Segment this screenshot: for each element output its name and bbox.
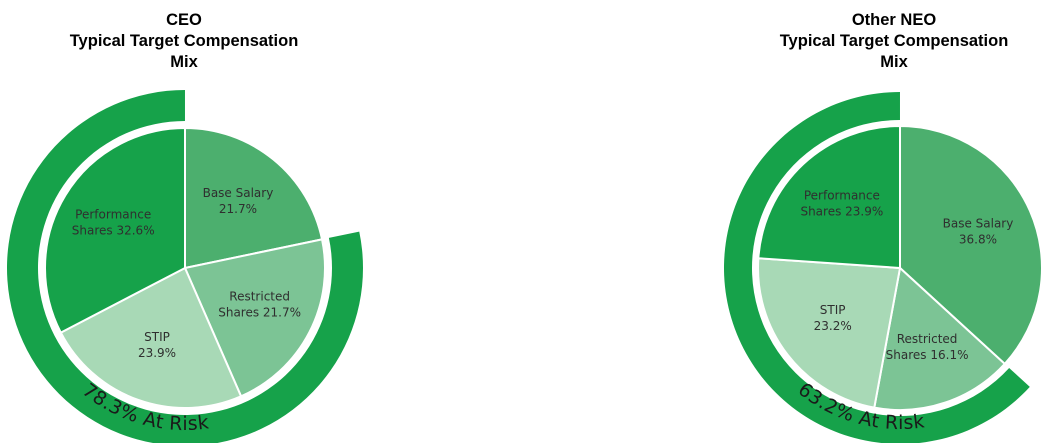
- other-neo-pie-chart: Base Salary 36.8% Restricted Shares 16.1% ST…: [724, 92, 1043, 443]
- slice-label: Restricted Shares 16.1%: [886, 332, 969, 362]
- pie-slice-stip: [757, 257, 901, 409]
- other-neo-chart: Other NEO Typical Target Compensation Mi…: [710, 0, 1045, 443]
- slice-label: Performance Shares 23.9%: [800, 189, 883, 219]
- chart-title-line: CEO: [166, 11, 202, 29]
- chart-title-line: Mix: [170, 53, 198, 71]
- chart-title-line: Other NEO: [851, 11, 937, 29]
- pie-slice-performance-shares: [44, 127, 186, 334]
- at-risk-ring: [724, 92, 1030, 443]
- pie-slice-base-salary: [184, 127, 324, 269]
- chart-title-line: Typical Target Compensation: [779, 32, 1009, 50]
- pie-slice-stip: [59, 267, 243, 409]
- chart-title-line: Mix: [880, 53, 908, 71]
- slice-label: STIP 23.9%: [138, 330, 176, 360]
- chart-title: Other NEO Typical Target Compensation Mi…: [736, 10, 1045, 73]
- pie-slice-restricted-shares: [873, 267, 1006, 411]
- ceo-pie-chart: Base Salary 21.7% Restricted Shares 21.7% ST…: [7, 90, 363, 443]
- slice-label: STIP 23.2%: [814, 303, 852, 333]
- pie-slice-restricted-shares: [184, 238, 326, 398]
- chart-title-line: Typical Target Compensation: [69, 32, 299, 50]
- pie-slice-base-salary: [899, 125, 1043, 365]
- pie-slice-performance-shares: [757, 125, 901, 269]
- ceo-chart: CEO Typical Target Compensation Mix Base…: [0, 0, 380, 443]
- slice-label: Base Salary 21.7%: [203, 186, 274, 216]
- slice-label: Performance Shares 32.6%: [72, 207, 155, 237]
- slice-label: Restricted Shares 21.7%: [218, 290, 301, 320]
- slice-label: Base Salary 36.8%: [943, 217, 1014, 247]
- chart-title: CEO Typical Target Compensation Mix: [24, 10, 344, 73]
